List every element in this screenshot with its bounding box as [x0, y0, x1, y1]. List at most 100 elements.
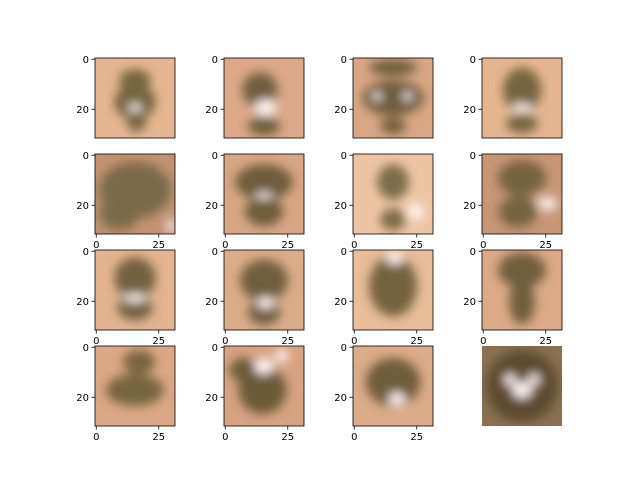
dark-region-1	[365, 358, 421, 406]
highlight-spot-1	[389, 392, 405, 406]
image-panel-8: 0 20 0 25	[463, 151, 563, 251]
x-tick-label: 0	[222, 432, 228, 443]
axes-frame	[94, 345, 176, 427]
dark-region-2	[248, 116, 280, 136]
panel-image	[353, 154, 433, 234]
image-panel-15: 0 20 0 25	[334, 343, 434, 443]
y-tick-label: 20	[334, 201, 347, 212]
axes-frame	[352, 345, 434, 427]
highlight-spot-2	[504, 374, 516, 386]
y-tick-label: 20	[205, 393, 218, 404]
y-tick-label: 20	[76, 393, 89, 404]
panel-image	[353, 250, 433, 330]
dark-region-1	[242, 72, 278, 108]
image-panel-10: 0 20 0 25	[205, 247, 305, 347]
axes-frame	[94, 153, 176, 235]
highlight-spot-1	[123, 294, 147, 302]
x-tick-label: 0	[222, 240, 228, 251]
axes-frame	[352, 153, 434, 235]
x-tick-label: 0	[351, 240, 357, 251]
dark-region-1	[235, 164, 293, 200]
panel-image	[482, 250, 562, 330]
y-tick-label: 20	[76, 105, 89, 116]
axes-frame	[481, 249, 563, 331]
panel-image	[224, 346, 304, 426]
image-panel-7: 0 20 0 25	[334, 151, 434, 251]
image-panel-2: 0 20	[205, 55, 305, 139]
x-tick-label: 0	[93, 240, 99, 251]
y-tick-label: 0	[341, 55, 347, 66]
dark-region-2	[99, 198, 139, 230]
dark-region-2	[380, 208, 406, 231]
x-tick-label: 25	[539, 336, 552, 347]
y-tick-label: 20	[463, 297, 476, 308]
y-tick-label: 20	[334, 297, 347, 308]
panel-image	[224, 58, 304, 138]
axes-frame	[223, 153, 305, 235]
axes-frame	[94, 57, 176, 139]
dark-region-1	[114, 257, 156, 299]
image-panel-4: 0 20	[463, 55, 563, 139]
dark-region-2	[509, 279, 535, 325]
dark-region-2	[244, 197, 284, 227]
x-tick-label: 0	[351, 432, 357, 443]
y-tick-label: 20	[205, 201, 218, 212]
highlight-spot-1	[167, 218, 175, 234]
axes-frame	[481, 57, 563, 139]
y-tick-label: 20	[76, 201, 89, 212]
image-panel-1: 0 20	[76, 55, 176, 139]
highlight-spot-1	[256, 192, 272, 199]
y-tick-label: 0	[341, 247, 347, 258]
dark-region-1	[498, 160, 546, 196]
image-panel-12: 0 20 0 25	[463, 247, 563, 347]
image-panel-6: 0 20 0 25	[205, 151, 305, 251]
x-tick-label: 0	[222, 336, 228, 347]
y-tick-label: 0	[83, 55, 89, 66]
x-tick-label: 25	[410, 336, 423, 347]
dark-region-2	[117, 294, 153, 321]
highlight-spot-1	[255, 99, 276, 116]
highlight-spot-2	[275, 349, 288, 362]
image-panel-9: 0 20 0 25	[76, 247, 176, 347]
highlight-spot-1	[386, 251, 403, 265]
axes-frame	[94, 249, 176, 331]
panel-image	[482, 346, 562, 426]
dark-region-2	[498, 195, 538, 228]
x-tick-label: 0	[93, 432, 99, 443]
x-tick-label: 25	[281, 240, 294, 251]
image-panel-5: 0 20 0 25	[76, 151, 176, 251]
x-tick-label: 0	[93, 336, 99, 347]
x-tick-label: 0	[480, 240, 486, 251]
panel-image	[482, 154, 562, 234]
dark-region-1	[369, 255, 417, 317]
x-tick-label: 0	[480, 336, 486, 347]
dark-region-1	[362, 80, 424, 116]
panel-image	[353, 58, 433, 138]
y-tick-label: 0	[83, 343, 89, 354]
x-tick-label: 25	[410, 432, 423, 443]
x-tick-label: 0	[351, 336, 357, 347]
image-panel-3: 0 20	[334, 55, 434, 139]
highlight-spot-1	[407, 203, 424, 220]
dark-region-2	[119, 69, 151, 92]
panel-image	[95, 250, 175, 330]
dark-region-1	[498, 252, 546, 288]
dark-region-1	[240, 259, 288, 302]
dark-region-3	[127, 115, 147, 132]
highlight-spot-1	[512, 103, 532, 112]
y-tick-label: 20	[463, 201, 476, 212]
x-tick-label: 25	[410, 240, 423, 251]
dark-region-1	[114, 84, 156, 120]
highlight-spot-2	[402, 92, 413, 101]
image-panel-16	[482, 346, 562, 426]
dark-region-1	[502, 67, 542, 113]
y-tick-label: 0	[83, 247, 89, 258]
highlight-spot-1	[257, 297, 274, 309]
y-tick-label: 0	[341, 343, 347, 354]
y-tick-label: 0	[212, 247, 218, 258]
highlight-spot-1	[372, 92, 382, 101]
x-tick-label: 25	[539, 240, 552, 251]
dark-region-2	[123, 350, 155, 374]
y-tick-label: 0	[212, 151, 218, 162]
highlight-spot-1	[538, 197, 558, 211]
